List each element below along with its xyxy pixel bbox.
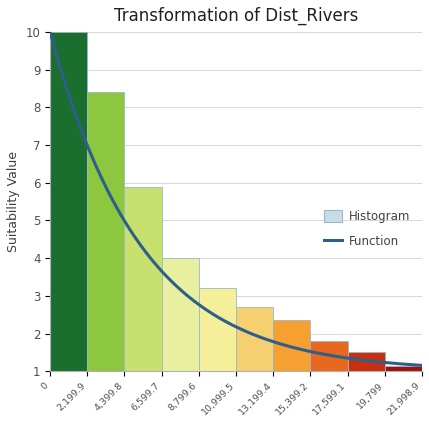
Bar: [385, 365, 422, 371]
Legend: Histogram, Function: Histogram, Function: [318, 204, 416, 254]
Bar: [50, 32, 87, 371]
Bar: [273, 320, 311, 371]
Bar: [87, 92, 124, 371]
Bar: [311, 341, 347, 371]
Bar: [199, 288, 236, 371]
Bar: [347, 352, 385, 371]
Bar: [236, 307, 273, 371]
Bar: [124, 187, 162, 371]
Bar: [162, 258, 199, 371]
Title: Transformation of Dist_Rivers: Transformation of Dist_Rivers: [114, 7, 358, 25]
Y-axis label: Suitability Value: Suitability Value: [7, 151, 20, 252]
